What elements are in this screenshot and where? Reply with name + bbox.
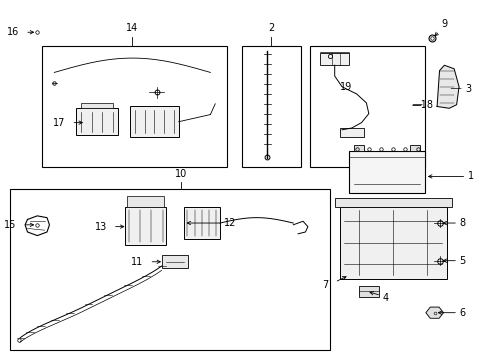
Bar: [10, 189, 329, 350]
Text: 13: 13: [95, 222, 107, 231]
Bar: [334, 198, 451, 207]
Text: 9: 9: [440, 19, 446, 30]
Bar: [242, 45, 300, 167]
Polygon shape: [436, 65, 458, 108]
Text: 17: 17: [53, 118, 65, 128]
Bar: [320, 53, 348, 65]
Text: 3: 3: [465, 84, 470, 94]
Text: 14: 14: [126, 23, 138, 33]
Text: 19: 19: [339, 82, 351, 92]
Bar: [130, 107, 178, 137]
Bar: [339, 207, 446, 279]
Bar: [161, 255, 188, 268]
Bar: [125, 207, 166, 244]
Text: 5: 5: [459, 256, 465, 266]
Text: 1: 1: [467, 171, 473, 181]
Bar: [76, 108, 118, 135]
Bar: [353, 145, 363, 151]
Text: 15: 15: [4, 220, 17, 230]
Text: 12: 12: [224, 218, 236, 228]
Bar: [127, 196, 163, 207]
Bar: [81, 103, 113, 108]
Bar: [310, 45, 424, 167]
Bar: [358, 286, 378, 297]
Text: 11: 11: [131, 257, 143, 267]
Text: 7: 7: [322, 280, 328, 290]
Bar: [339, 128, 363, 137]
Text: 4: 4: [382, 293, 388, 303]
Text: 16: 16: [7, 27, 19, 37]
Text: 2: 2: [267, 23, 274, 33]
Text: 10: 10: [175, 169, 187, 179]
Bar: [348, 151, 424, 193]
Bar: [409, 145, 419, 151]
Text: 8: 8: [459, 218, 465, 228]
Polygon shape: [425, 307, 443, 318]
Text: —18: —18: [411, 100, 433, 110]
Bar: [183, 207, 220, 239]
Bar: [42, 45, 227, 167]
Text: 6: 6: [459, 308, 465, 318]
